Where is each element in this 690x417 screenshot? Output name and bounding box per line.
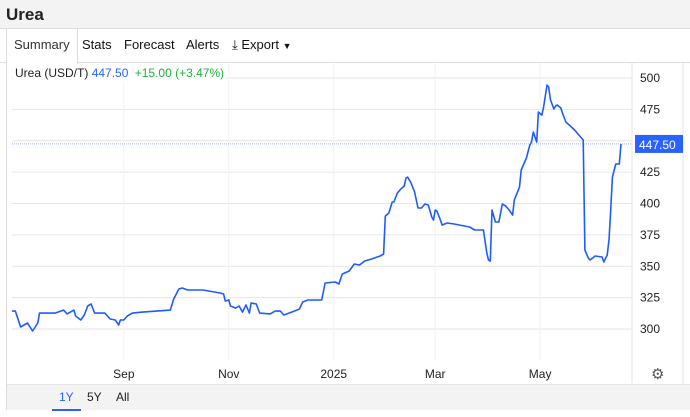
y-tick-label: 400 — [640, 197, 660, 211]
tab-bar: Summary Stats Forecast Alerts ⤓ Export ▼ — [0, 29, 690, 64]
chart-frame — [6, 63, 690, 410]
export-label: Export — [241, 37, 279, 52]
price-series-line — [12, 84, 622, 332]
legend-price: 447.50 — [91, 66, 129, 80]
x-tick-label: Sep — [113, 367, 135, 381]
tab-forecast[interactable]: Forecast — [124, 37, 175, 52]
range-all-button[interactable]: All — [116, 390, 130, 404]
page-title: Urea — [6, 5, 44, 24]
tab-stats[interactable]: Stats — [82, 37, 112, 52]
page-header: Urea — [0, 0, 690, 29]
range-5y-button[interactable]: 5Y — [87, 390, 102, 404]
y-tick-label: 350 — [640, 259, 660, 273]
tab-alerts[interactable]: Alerts — [186, 37, 220, 52]
legend-name: Urea (USD/T) — [15, 66, 89, 80]
legend-change: +15.00 (+3.47%) — [134, 66, 225, 80]
x-tick-label: Mar — [425, 367, 446, 381]
gear-icon[interactable]: ⚙ — [651, 366, 665, 383]
y-tick-label: 500 — [640, 71, 660, 85]
last-price-badge — [635, 134, 683, 153]
tab-summary[interactable]: Summary — [6, 29, 78, 64]
y-tick-label: 300 — [640, 322, 660, 336]
y-tick-label: 325 — [640, 291, 660, 305]
x-tick-label: May — [529, 367, 552, 381]
download-icon: ⤓ — [232, 37, 238, 52]
range-selector: 1Y 5Y All — [7, 384, 690, 411]
last-price-label: 447.50 — [639, 138, 676, 152]
x-tick-label: 2025 — [320, 367, 347, 381]
y-tick-label: 425 — [640, 165, 660, 179]
tab-export[interactable]: ⤓ Export ▼ — [232, 29, 292, 63]
chart-legend: Urea (USD/T) 447.50 +15.00 (+3.47%) — [13, 65, 227, 81]
caret-down-icon: ▼ — [282, 41, 292, 51]
y-tick-label: 375 — [640, 228, 660, 242]
y-tick-label: 475 — [640, 102, 660, 116]
x-tick-label: Nov — [218, 367, 239, 381]
range-1y-button[interactable]: 1Y — [52, 390, 81, 411]
